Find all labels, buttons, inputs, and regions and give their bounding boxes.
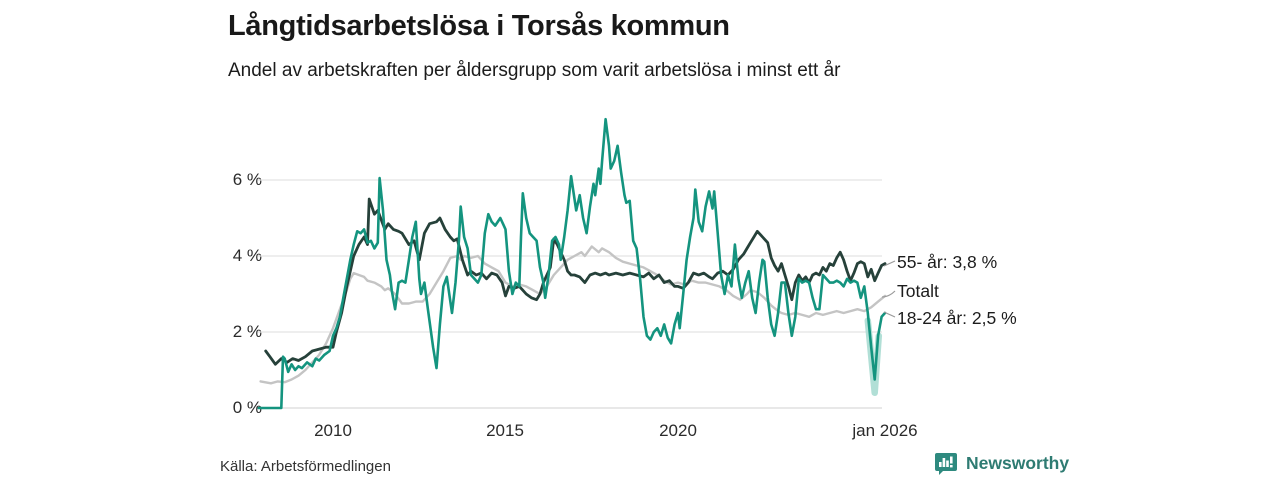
y-tick-2: 2 %	[232, 322, 262, 341]
newsworthy-wordmark: Newsworthy	[966, 452, 1070, 473]
page-subtitle: Andel av arbetskraften per åldersgrupp s…	[228, 60, 841, 81]
series-label-totalt: Totalt	[897, 281, 939, 301]
x-tick-2015: 2015	[486, 421, 524, 440]
newsworthy-icon	[934, 451, 958, 475]
series-label-55: 55- år: 3,8 %	[897, 252, 998, 272]
y-tick-4: 4 %	[232, 246, 262, 265]
series-line-55-r	[264, 197, 887, 366]
x-tick-2020: 2020	[659, 421, 697, 440]
connector-55	[883, 260, 896, 267]
y-tick-6: 6 %	[232, 170, 262, 189]
page-title: Långtidsarbetslösa i Torsås kommun	[228, 10, 730, 42]
newsworthy-logo-link[interactable]: Newsworthy	[934, 451, 1069, 475]
x-tick-2010: 2010	[314, 421, 352, 440]
series-line-totalt	[259, 245, 887, 385]
x-tick-jan-2026: jan 2026	[852, 421, 918, 440]
series-line-18-24-r	[257, 117, 887, 410]
connector-18-24	[883, 311, 896, 318]
source-note: Källa: Arbetsförmedlingen	[220, 458, 391, 475]
series-label-18-24: 18-24 år: 2,5 %	[897, 308, 1017, 328]
y-tick-0: 0 %	[232, 398, 262, 417]
connector-totalt	[881, 290, 896, 298]
